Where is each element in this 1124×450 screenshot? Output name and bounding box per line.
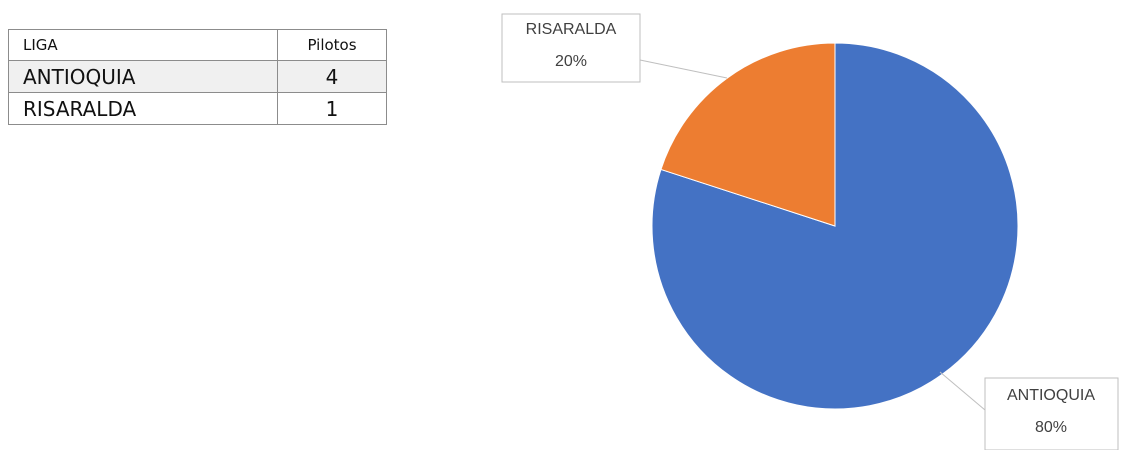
leader-line [939,371,986,411]
header-row: LIGA Pilotos [8,29,387,61]
header-cell: Pilotos [277,29,387,61]
slice-label: RISARALDA [526,21,617,38]
value-label: 20% [555,53,587,70]
cell: RISARALDA [8,92,278,125]
pie-slice [660,42,836,227]
header-cell: LIGA [8,29,278,61]
cell: ANTIOQUIA [8,60,278,93]
value-label: 80% [1035,419,1067,436]
table-row: RISARALDA 1 [8,92,387,125]
slice-label: ANTIOQUIA [1007,387,1095,404]
label-box [984,377,1119,450]
leader-line [639,59,728,79]
cell: 1 [277,92,387,125]
label-box [501,13,641,83]
data-table: LIGA Pilotos ANTIOQUIA 4 RISARALDA 1 [8,29,387,125]
table-row: ANTIOQUIA 4 [8,60,387,93]
